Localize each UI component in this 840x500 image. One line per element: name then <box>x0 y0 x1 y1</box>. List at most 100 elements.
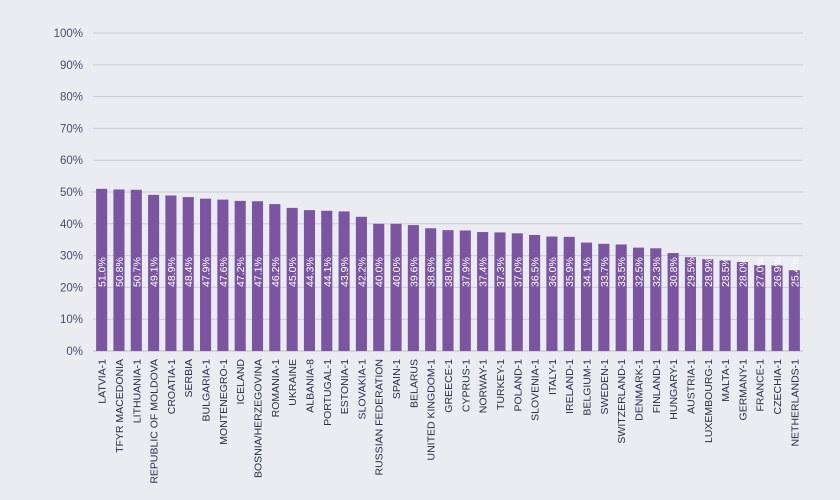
bar-data-label: 51.0% <box>97 257 109 287</box>
bar <box>165 195 177 351</box>
bar-data-label: 37.3% <box>495 257 507 287</box>
bar-data-label: 39.6% <box>408 257 420 287</box>
bar <box>494 232 506 351</box>
y-tick-label: 90% <box>60 60 83 72</box>
bar <box>234 200 246 351</box>
bar-data-label: 40.0% <box>374 257 386 287</box>
x-category-label: FINLAND-1 <box>651 359 663 413</box>
x-category-label: NORWAY-1 <box>478 359 490 413</box>
bar-data-label: 47.1% <box>253 257 265 287</box>
x-category-label: MONTENEGRO-1 <box>218 359 230 445</box>
x-category-label: DENMARK-1 <box>633 359 645 421</box>
data-labels: 51.0% 50.8% 50.7% 49.1% 48.9% 48.4% 47.9% 47.6%… <box>97 257 802 287</box>
x-category-label: BOSNIA/HERZEGOVINA <box>253 359 265 478</box>
bar-data-label: 46.2% <box>270 257 282 287</box>
y-tick-label: 80% <box>60 92 83 104</box>
bar <box>200 198 212 351</box>
bar-data-label: 35.9% <box>564 257 576 287</box>
bar-data-label: 47.2% <box>235 257 247 287</box>
bar <box>788 270 800 351</box>
y-tick-label: 40% <box>60 219 83 231</box>
x-category-label: ICELAND <box>235 359 247 405</box>
x-category-label: BELGIUM-1 <box>582 359 594 416</box>
x-category-label: ITALY-1 <box>547 359 559 395</box>
bar-data-label: 48.4% <box>183 257 195 287</box>
bar-data-label: 37.0% <box>512 257 524 287</box>
bar <box>442 230 454 351</box>
bar <box>754 265 766 351</box>
bar <box>355 216 367 351</box>
bar-data-label: 32.3% <box>651 257 663 287</box>
x-category-label: LUXEMBOURG-1 <box>703 359 715 443</box>
bar-data-label: 28.9% <box>703 257 715 287</box>
bar <box>771 265 783 351</box>
x-category-label: SPAIN-1 <box>391 359 403 399</box>
y-tick-label: 10% <box>60 314 83 326</box>
y-tick-label: 100% <box>54 28 83 40</box>
bar-data-label: 47.9% <box>201 257 213 287</box>
x-category-label: LITHUANIA-1 <box>131 359 143 423</box>
x-category-label: PORTUGAL-1 <box>322 359 334 426</box>
bar-data-label: 45.0% <box>287 257 299 287</box>
bar <box>667 253 679 351</box>
bar <box>580 242 593 351</box>
bar <box>702 259 714 351</box>
x-category-label: TURKEY-1 <box>495 359 507 410</box>
x-category-label: IRELAND-1 <box>564 359 576 414</box>
x-category-label: GREECE-1 <box>443 359 455 413</box>
bar <box>148 194 160 351</box>
bar-data-label: 32.5% <box>633 257 645 287</box>
bar <box>130 189 142 351</box>
bar-data-label: 34.1% <box>582 257 594 287</box>
bar <box>338 211 350 351</box>
x-category-label: SERBIA <box>183 359 195 398</box>
bar-data-label: 30.8% <box>668 257 680 287</box>
bar-data-label: 47.6% <box>218 257 230 287</box>
bar <box>321 210 333 351</box>
y-tick-label: 0% <box>66 346 83 358</box>
y-tick-label: 60% <box>60 155 83 167</box>
x-category-label: POLAND-1 <box>512 359 524 412</box>
bar-data-label: 28.0% <box>737 257 749 287</box>
bar-data-label: 33.7% <box>599 257 611 287</box>
y-tick-label: 30% <box>60 251 83 263</box>
bar <box>217 199 229 351</box>
x-category-label: BULGARIA-1 <box>201 359 213 422</box>
x-category-label: ROMANIA-1 <box>270 359 282 418</box>
bar <box>598 243 610 351</box>
x-category-label: LATVIA-1 <box>97 359 109 404</box>
x-category-label: ESTONIA-1 <box>339 359 351 414</box>
bar <box>632 247 645 351</box>
y-tick-label: 70% <box>60 123 83 135</box>
bar <box>407 225 419 351</box>
bar <box>615 244 627 351</box>
bar <box>719 260 731 351</box>
bar-data-label: 36.0% <box>547 257 559 287</box>
bar-data-label: 37.4% <box>478 257 490 287</box>
bar-data-label: 43.9% <box>339 257 351 287</box>
x-category-label: UNITED KINGDOM-1 <box>426 359 438 461</box>
bar <box>459 230 471 351</box>
bars <box>96 188 800 351</box>
bar <box>650 248 662 351</box>
bar-data-label: 48.9% <box>166 257 178 287</box>
bar-data-label: 33.5% <box>616 257 628 287</box>
x-category-label: SWEDEN-1 <box>599 359 611 415</box>
x-category-label: BELARUS <box>408 359 420 408</box>
bar <box>425 228 437 351</box>
bar-data-label: 44.1% <box>322 257 334 287</box>
bar <box>286 207 298 351</box>
bar <box>563 236 575 351</box>
bar-data-label: 28.5% <box>720 257 732 287</box>
x-category-label: SWITZERLAND-1 <box>616 359 628 444</box>
x-category-label: CROATIA-1 <box>166 359 178 414</box>
bar <box>303 210 316 351</box>
bar-data-label: 42.2% <box>356 257 368 287</box>
bar-data-label: 29.5% <box>685 257 697 287</box>
bar-data-label: 26.9% <box>772 257 784 287</box>
x-category-label: SLOVENIA-1 <box>530 359 542 421</box>
x-category-label: FRANCE-1 <box>755 359 767 412</box>
x-category-label: TFYR MACEDONIA <box>114 359 126 453</box>
